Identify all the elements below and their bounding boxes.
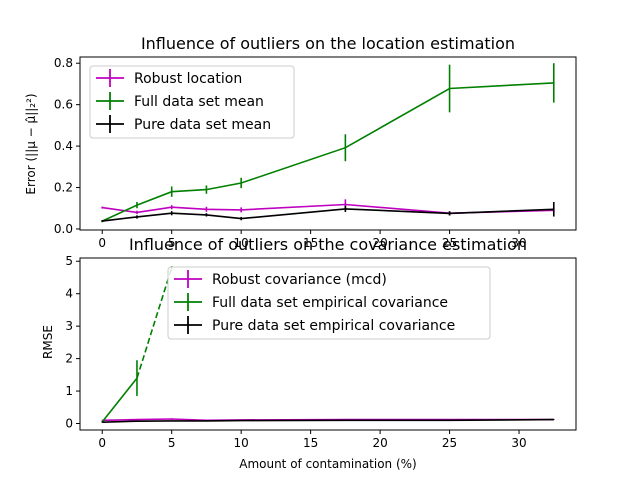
covariance-chart: Influence of outliers on the covariance … bbox=[41, 235, 577, 471]
legend-entry: Robust covariance (mcd) bbox=[174, 270, 387, 288]
y-tick-label: 0.4 bbox=[54, 139, 73, 153]
legend-entry: Full data set mean bbox=[96, 92, 264, 110]
series-line bbox=[102, 208, 554, 222]
x-tick-label: 5 bbox=[168, 436, 176, 450]
legend-label: Full data set mean bbox=[134, 94, 264, 110]
x-tick-label: 15 bbox=[303, 436, 318, 450]
x-tick-label: 10 bbox=[234, 436, 249, 450]
legend-box bbox=[89, 65, 295, 139]
series-2 bbox=[101, 418, 555, 423]
x-tick-label: 10 bbox=[234, 236, 249, 250]
covariance-chart-xlabel: Amount of contamination (%) bbox=[239, 457, 417, 471]
y-tick-label: 0.2 bbox=[54, 181, 73, 195]
y-tick-label: 0.6 bbox=[54, 98, 73, 112]
series-2 bbox=[101, 202, 555, 223]
location-chart-ylabel: Error (||μ − μ̂||₂²) bbox=[24, 93, 38, 194]
covariance-chart-title: Influence of outliers on the covariance … bbox=[129, 235, 527, 254]
series-line bbox=[101, 377, 138, 423]
y-tick-label: 0 bbox=[65, 417, 73, 431]
location-chart-title: Influence of outliers on the location es… bbox=[141, 34, 515, 53]
legend-entry: Pure data set empirical covariance bbox=[174, 316, 455, 334]
x-tick-label: 25 bbox=[442, 236, 457, 250]
legend-entry: Full data set empirical covariance bbox=[174, 293, 448, 311]
location-chart: Influence of outliers on the location es… bbox=[24, 34, 577, 250]
x-tick-label: 0 bbox=[98, 436, 106, 450]
legend-entry: Pure data set mean bbox=[96, 115, 271, 133]
axes-frame bbox=[79, 56, 577, 231]
legend: Robust location Full data set mean Pure da… bbox=[89, 65, 295, 139]
x-tick-label: 30 bbox=[511, 236, 526, 250]
y-tick-label: 2 bbox=[65, 352, 73, 366]
covariance-plot-area: 0 5 10 15 20 25 30 0 1 2 3 4 5 Robust covariance (mcd… bbox=[65, 254, 577, 450]
legend-box bbox=[167, 266, 491, 340]
y-tick-label: 3 bbox=[65, 319, 73, 333]
series-line bbox=[102, 203, 554, 215]
legend-label: Pure data set empirical covariance bbox=[212, 318, 455, 334]
x-tick-label: 15 bbox=[303, 236, 318, 250]
location-plot-area: 0 5 10 15 20 25 30 0.0 0.2 0.4 0.6 0.8 Robust locati… bbox=[54, 56, 577, 250]
axes-frame bbox=[79, 257, 577, 431]
x-tick-label: 30 bbox=[511, 436, 526, 450]
x-tick-label: 0 bbox=[98, 236, 106, 250]
legend-label: Pure data set mean bbox=[134, 117, 271, 133]
series-dashed-line bbox=[136, 267, 173, 379]
series-1 bbox=[101, 63, 555, 223]
series-line bbox=[102, 418, 554, 423]
x-tick-label: 20 bbox=[372, 236, 387, 250]
legend-label: Full data set empirical covariance bbox=[212, 295, 448, 311]
legend-label: Robust location bbox=[134, 71, 242, 87]
y-tick-label: 0.0 bbox=[54, 222, 73, 236]
x-tick-label: 25 bbox=[442, 436, 457, 450]
legend-entry: Robust location bbox=[96, 69, 242, 87]
covariance-chart-ylabel: RMSE bbox=[41, 325, 55, 359]
y-tick-label: 1 bbox=[65, 384, 73, 398]
y-tick-label: 5 bbox=[65, 254, 73, 268]
legend: Robust covariance (mcd) Full data set emp… bbox=[167, 266, 491, 340]
legend-label: Robust covariance (mcd) bbox=[212, 272, 387, 288]
series-line bbox=[101, 82, 554, 222]
x-tick-label: 20 bbox=[372, 436, 387, 450]
series-1 bbox=[101, 266, 173, 423]
y-tick-label: 0.8 bbox=[54, 56, 73, 70]
y-tick-label: 4 bbox=[65, 287, 73, 301]
x-tick-label: 5 bbox=[168, 236, 176, 250]
